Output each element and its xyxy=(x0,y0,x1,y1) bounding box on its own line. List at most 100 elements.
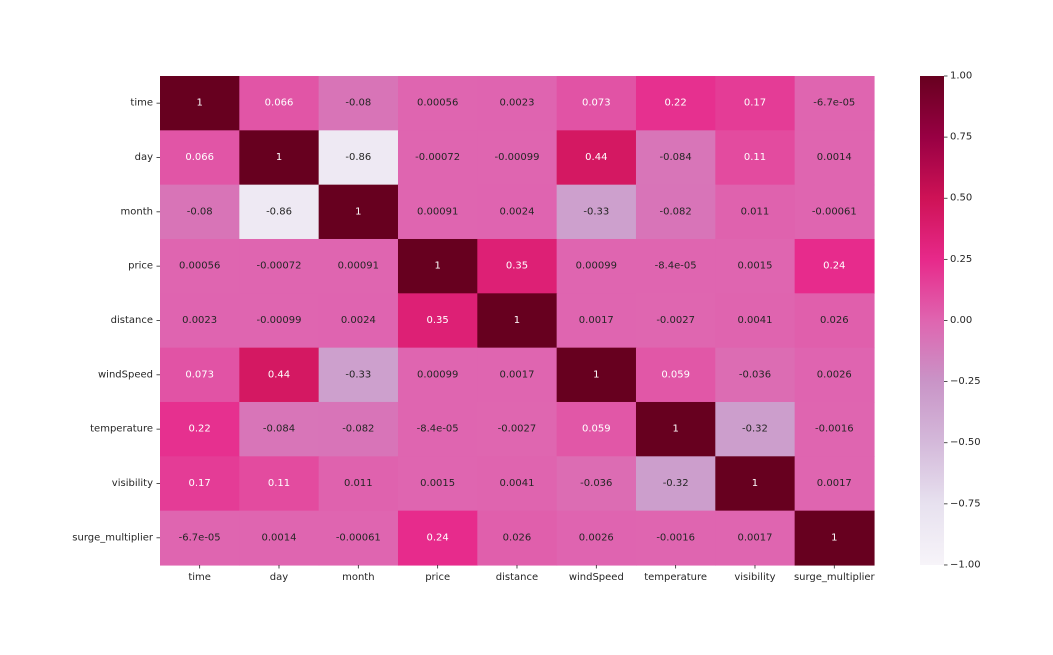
y-axis-ticks: time day month price distance windSpeed temper… xyxy=(72,98,160,543)
heatmap-cell xyxy=(160,238,240,294)
cell-value-label: -6.7e-05 xyxy=(813,98,855,109)
cell-value-label: 0.073 xyxy=(185,369,214,380)
colorbar-tick-label: −0.75 xyxy=(950,498,981,509)
heatmap-cell xyxy=(397,456,478,512)
cell-value-label: 0.0023 xyxy=(499,98,534,109)
cell-value-label: 0.0024 xyxy=(499,206,534,217)
cell-value-label: 0.35 xyxy=(427,315,449,326)
cell-value-label: 0.0017 xyxy=(499,369,534,380)
cell-value-label: -0.00072 xyxy=(415,152,460,163)
heatmap-cell-labels: 1 0.066 -0.08 0.00056 0.0023 0.073 0.22 0.17 -6.… xyxy=(179,98,857,544)
heatmap-cell xyxy=(477,293,558,349)
y-tick-label: day xyxy=(135,152,153,163)
cell-value-label: 0.0024 xyxy=(341,315,376,326)
cell-value-label: 0.066 xyxy=(265,98,294,109)
heatmap-cell xyxy=(160,76,240,131)
cell-value-label: 1 xyxy=(276,152,282,163)
y-tick-label: distance xyxy=(111,315,153,326)
heatmap-cell xyxy=(160,130,240,186)
cell-value-label: -0.084 xyxy=(263,424,295,435)
heatmap-cell xyxy=(715,347,796,403)
cell-value-label: 0.00099 xyxy=(417,369,458,380)
x-tick-label: surge_multiplier xyxy=(794,572,876,583)
heatmap-cell xyxy=(794,401,875,457)
y-tick-label: surge_multiplier xyxy=(72,532,154,543)
heatmap-cell xyxy=(397,347,478,403)
heatmap-cell xyxy=(715,401,796,457)
cell-value-label: 0.0017 xyxy=(737,532,772,543)
heatmap-cell xyxy=(715,184,796,240)
heatmap-cell xyxy=(794,76,875,131)
cell-value-label: 0.24 xyxy=(823,261,845,272)
heatmap-cell xyxy=(477,76,558,131)
y-tick-label: temperature xyxy=(90,424,153,435)
heatmap-cell xyxy=(318,238,399,294)
heatmap-cell xyxy=(715,456,796,512)
y-tick-label: windSpeed xyxy=(98,369,153,380)
heatmap-cell xyxy=(397,510,478,566)
heatmap-cell xyxy=(397,238,478,294)
colorbar-tick-label: 0.25 xyxy=(950,254,972,265)
heatmap-cell xyxy=(715,238,796,294)
cell-value-label: 1 xyxy=(831,532,837,543)
heatmap-cell xyxy=(715,76,796,131)
heatmap-cell xyxy=(477,184,558,240)
heatmap-cell xyxy=(556,456,637,512)
cell-value-label: 0.00056 xyxy=(179,261,220,272)
cell-value-label: -0.86 xyxy=(345,152,371,163)
heatmap-cell xyxy=(160,347,240,403)
cell-value-label: -8.4e-05 xyxy=(417,424,459,435)
heatmap-cell xyxy=(239,347,320,403)
heatmap-cell xyxy=(794,130,875,186)
cell-value-label: -0.08 xyxy=(345,98,371,109)
colorbar-tick-label: 0.75 xyxy=(950,132,972,143)
heatmap-cell xyxy=(318,510,399,566)
cell-value-label: -0.082 xyxy=(342,424,374,435)
cell-value-label: -0.33 xyxy=(345,369,371,380)
cell-value-label: 0.0015 xyxy=(737,261,772,272)
heatmap-cell xyxy=(397,76,478,131)
heatmap-cell xyxy=(318,130,399,186)
cell-value-label: 1 xyxy=(355,206,361,217)
cell-value-label: -0.0027 xyxy=(656,315,695,326)
heatmap-cell xyxy=(635,347,716,403)
cell-value-label: -0.00099 xyxy=(257,315,302,326)
heatmap-cell xyxy=(318,184,399,240)
heatmap-cell xyxy=(794,347,875,403)
heatmap-cell xyxy=(556,510,637,566)
heatmap-cell xyxy=(794,293,875,349)
heatmap-cell xyxy=(239,293,320,349)
x-axis-ticks: time day month price distance windSpeed temper… xyxy=(188,564,876,583)
heatmap-cell xyxy=(477,238,558,294)
cell-value-label: 0.22 xyxy=(189,424,211,435)
heatmap-cell xyxy=(397,293,478,349)
heatmap-cell xyxy=(794,184,875,240)
colorbar-tick-label: 0.50 xyxy=(950,193,972,204)
colorbar-tick-label: 0.00 xyxy=(950,315,972,326)
cell-value-label: -0.00061 xyxy=(336,532,381,543)
cell-value-label: 0.066 xyxy=(185,152,214,163)
cell-value-label: 0.073 xyxy=(582,98,611,109)
cell-value-label: 0.00091 xyxy=(417,206,458,217)
cell-value-label: -0.00099 xyxy=(495,152,540,163)
cell-value-label: 0.0026 xyxy=(817,369,852,380)
colorbar: 1.00 0.75 0.50 0.25 0.00 −0.25 −0.50 −0.75 −1.00 xyxy=(920,71,981,570)
heatmap-cell xyxy=(477,456,558,512)
y-tick-label: time xyxy=(130,98,153,109)
cell-value-label: -0.036 xyxy=(739,369,771,380)
cell-value-label: 0.0014 xyxy=(262,532,297,543)
cell-value-label: 0.24 xyxy=(427,532,449,543)
heatmap-cell xyxy=(715,130,796,186)
colorbar-tick-label: 1.00 xyxy=(950,71,972,82)
cell-value-label: 0.00099 xyxy=(576,261,617,272)
cell-value-label: -0.036 xyxy=(580,478,612,489)
heatmap-cell xyxy=(477,347,558,403)
heatmap-cell xyxy=(794,510,875,566)
cell-value-label: 0.0041 xyxy=(737,315,772,326)
heatmap-cell xyxy=(239,184,320,240)
heatmap-cell xyxy=(635,293,716,349)
heatmap-cell xyxy=(635,238,716,294)
cell-value-label: 0.011 xyxy=(741,206,770,217)
heatmap-cells xyxy=(160,76,875,566)
cell-value-label: 0.059 xyxy=(661,369,690,380)
